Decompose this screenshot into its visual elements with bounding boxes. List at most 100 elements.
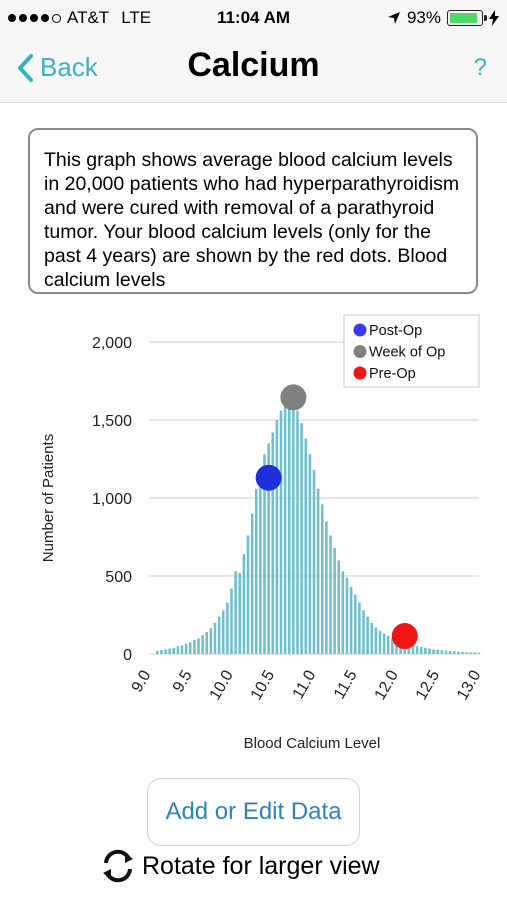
- location-arrow-icon: [387, 12, 400, 24]
- rotate-hint: Rotate for larger view: [98, 846, 380, 886]
- histogram-bar: [345, 577, 349, 654]
- histogram-bar: [473, 652, 477, 654]
- histogram-bar: [180, 645, 184, 654]
- histogram-bar: [259, 469, 262, 654]
- x-tick-label: 9.0: [129, 667, 155, 695]
- x-tick-label: 10.0: [207, 667, 237, 703]
- legend-marker: [353, 323, 367, 337]
- histogram-bar: [230, 588, 233, 654]
- y-tick-label: 2,000: [92, 335, 132, 352]
- histogram-bar: [349, 586, 353, 654]
- rotate-label: Rotate for larger view: [142, 851, 380, 880]
- carrier-label: AT&T: [67, 8, 110, 27]
- histogram-bar: [275, 420, 279, 654]
- histogram-bar: [283, 404, 287, 654]
- histogram-bar: [374, 627, 378, 654]
- y-tick-label: 0: [123, 647, 132, 664]
- histogram-bar: [304, 438, 308, 654]
- histogram-bar: [320, 504, 324, 654]
- y-tick-label: 500: [105, 569, 132, 586]
- histogram-bar: [267, 443, 270, 654]
- battery-percent: 93%: [406, 8, 441, 27]
- histogram-bar: [333, 547, 336, 654]
- histogram-bar: [436, 649, 440, 654]
- status-bar: AT&T LTE 11:04 AM 93%: [0, 0, 507, 36]
- histogram-bar: [461, 651, 464, 654]
- histogram-bar: [415, 646, 419, 654]
- help-button[interactable]: ?: [473, 54, 487, 81]
- histogram-bar: [308, 454, 312, 654]
- histogram-bar: [271, 432, 275, 654]
- legend-marker: [353, 366, 367, 380]
- carrier-info: AT&T LTE: [8, 8, 151, 28]
- histogram-bar: [226, 602, 229, 654]
- histogram-bar: [316, 488, 320, 654]
- legend-label: Pre-Op: [369, 366, 416, 382]
- data-point-week-of-op: [280, 384, 307, 411]
- charging-bolt-icon: [489, 10, 499, 26]
- histogram-bar: [193, 639, 196, 654]
- histogram-bar: [325, 521, 328, 654]
- histogram-bar: [213, 622, 217, 654]
- histogram-bar: [197, 638, 200, 654]
- histogram-bar: [184, 643, 188, 654]
- page-title: Calcium: [187, 46, 320, 84]
- histogram-bar: [366, 616, 369, 654]
- y-tick-label: 1,000: [92, 491, 132, 508]
- x-tick-label: 12.0: [372, 667, 402, 703]
- x-tick-label: 11.5: [331, 667, 361, 702]
- histogram-bar: [160, 650, 163, 654]
- histogram-bar: [448, 650, 452, 654]
- histogram-bar: [465, 652, 468, 654]
- histogram-bar: [341, 571, 345, 654]
- network-label: LTE: [121, 8, 152, 27]
- histogram-bar: [469, 652, 473, 654]
- histogram-bar: [209, 628, 213, 654]
- histogram-bar: [155, 650, 159, 654]
- histogram-bar: [362, 610, 365, 654]
- chevron-left-icon: [18, 53, 33, 82]
- histogram-bar: [428, 648, 431, 654]
- signal-strength-icon: [8, 13, 61, 23]
- x-tick-label: 10.5: [248, 667, 278, 703]
- histogram-bar: [457, 651, 460, 654]
- legend-label: Post-Op: [369, 323, 422, 339]
- histogram-bar: [407, 644, 411, 654]
- histogram-bar: [444, 650, 448, 654]
- histogram-bar: [188, 642, 192, 654]
- histogram-bar: [391, 638, 394, 654]
- x-tick-label: 12.5: [413, 667, 443, 703]
- histogram-bar: [234, 571, 237, 654]
- legend-marker: [353, 345, 367, 358]
- histogram-bar: [205, 632, 209, 654]
- histogram-bar: [432, 649, 435, 654]
- histogram-bar: [279, 410, 283, 654]
- add-edit-data-button[interactable]: Add or Edit Data: [147, 778, 360, 846]
- data-point-post-op: [255, 464, 282, 491]
- x-tick-label: 13.0: [454, 667, 484, 703]
- back-label: Back: [40, 52, 98, 82]
- histogram-bar: [168, 648, 171, 654]
- histogram-bar: [440, 650, 444, 654]
- histogram-bar: [221, 610, 225, 654]
- histogram-bar: [378, 630, 382, 654]
- rotate-icon: [103, 849, 133, 883]
- calcium-histogram-chart: 0 500 1,000 1,500 2,000 9.0 9.5 10.0 10.5 11.0 11.…: [40, 314, 485, 752]
- histogram-bar: [201, 635, 204, 654]
- histogram-bar: [176, 646, 180, 654]
- histogram-bar: [263, 454, 266, 654]
- histogram-bar: [370, 622, 374, 654]
- x-tick-label: 11.0: [290, 667, 320, 702]
- histogram-bar: [419, 646, 423, 654]
- histogram-bar: [246, 535, 250, 654]
- y-tick-label: 1,500: [92, 413, 132, 430]
- histogram-bar: [300, 423, 303, 654]
- histogram-bar: [329, 535, 332, 654]
- histogram-bar: [254, 488, 258, 654]
- description-box[interactable]: This graph shows average blood calcium l…: [28, 128, 478, 294]
- legend-box: [343, 314, 480, 388]
- histogram-bar: [312, 469, 316, 654]
- x-tick-label: 9.5: [170, 667, 196, 695]
- histogram-bar: [424, 647, 427, 654]
- back-button[interactable]: Back: [16, 52, 98, 83]
